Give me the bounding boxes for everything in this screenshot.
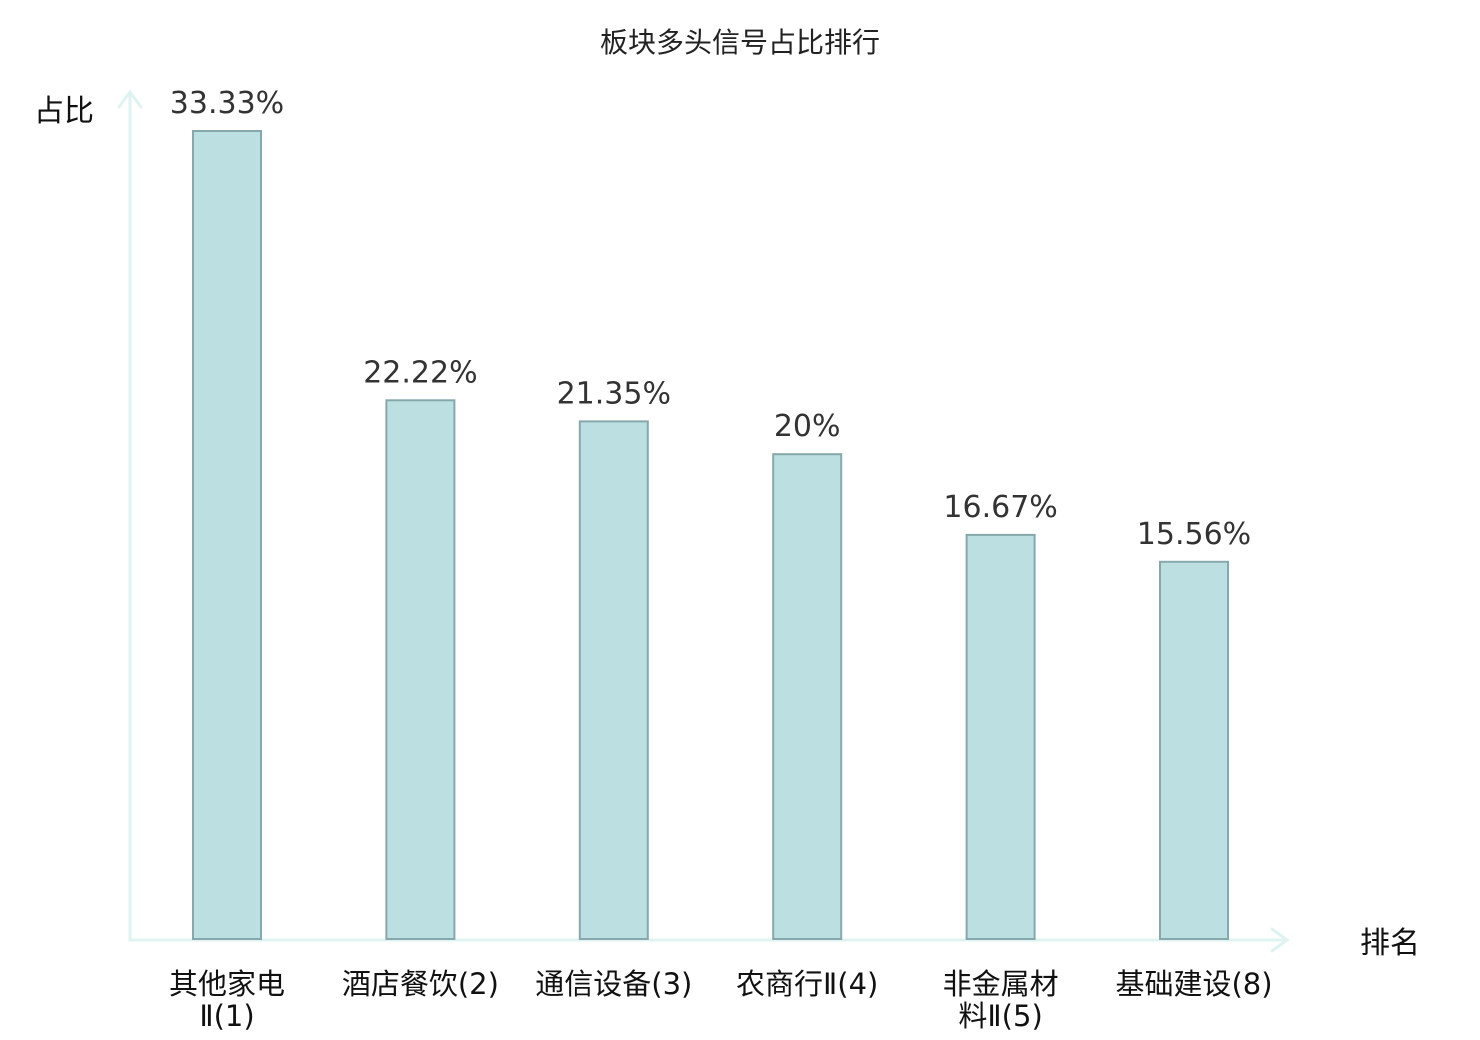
y-axis-label: 占比 <box>34 94 94 129</box>
y-axis-arrow-icon <box>117 89 143 109</box>
value-label-2: 22.22% <box>363 355 477 390</box>
category-label-3: 通信设备(3) <box>535 967 692 1001</box>
bar-5 <box>965 533 1036 941</box>
category-label-5: 非金属材料Ⅱ(5) <box>943 967 1059 1033</box>
bar-6 <box>1159 560 1229 940</box>
chart-title: 板块多头信号占比排行 <box>600 26 880 59</box>
category-label-2: 酒店餐饮(2) <box>342 967 499 1001</box>
category-label-line: 基础建设(8) <box>1115 967 1272 1001</box>
category-label-line: 料Ⅱ(5) <box>958 999 1042 1033</box>
category-label-line: 农商行Ⅱ(4) <box>736 967 878 1001</box>
category-label-line: 非金属材 <box>943 967 1059 1001</box>
x-axis-label: 排名 <box>1360 926 1420 961</box>
bar-4 <box>772 453 843 940</box>
category-label-line: 酒店餐饮(2) <box>342 967 499 1001</box>
value-label-3: 21.35% <box>557 376 671 411</box>
bar-3 <box>578 420 649 940</box>
axes <box>117 89 1290 953</box>
category-label-line: 其他家电 <box>169 967 285 1001</box>
value-label-4: 20% <box>774 409 841 444</box>
category-label-6: 基础建设(8) <box>1115 967 1272 1001</box>
x-axis-arrow-icon <box>1270 927 1290 953</box>
category-label-1: 其他家电 Ⅱ(1) <box>169 967 285 1033</box>
category-label-4: 农商行Ⅱ(4) <box>736 967 878 1001</box>
bar-1 <box>192 130 262 940</box>
category-label-line: 通信设备(3) <box>535 967 692 1001</box>
category-label-line: Ⅱ(1) <box>199 999 254 1033</box>
value-label-6: 15.56% <box>1137 517 1251 552</box>
bars-group <box>192 130 1229 941</box>
category-labels-group: 其他家电 Ⅱ(1) 酒店餐饮(2) 通信设备(3) 农商行Ⅱ(4) 非金属材料Ⅱ(5) 基础… <box>169 967 1273 1033</box>
value-label-1: 33.33% <box>170 86 284 121</box>
value-labels-group: 33.33% 22.22% 21.35% 20% 16.67% 15.56% <box>170 86 1251 552</box>
bar-2 <box>385 399 456 940</box>
value-label-5: 16.67% <box>943 490 1057 525</box>
